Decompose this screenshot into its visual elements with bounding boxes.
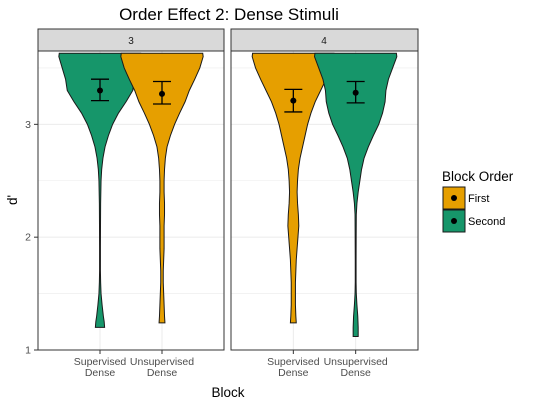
panel-border-3 [37,50,225,351]
violin-first [120,52,204,324]
y-tick-label: 2 [25,232,31,244]
mean-point [290,97,297,104]
x-tick-label-line: Supervised [74,356,127,368]
facet-panel-4: 4 [230,28,419,351]
y-axis-title: d' [5,195,20,205]
gridlines-panel-4 [231,51,418,351]
x-tick-label: Unsupervised Dense [324,356,388,379]
legend-key-point [451,218,457,224]
facet-strip-label-4: 4 [321,36,327,47]
legend-label-first: First [468,193,489,205]
x-tick-label-line: Unsupervised [130,356,194,368]
mean-point [97,87,103,94]
y-axis: 1 2 3 [25,119,38,357]
legend-label-second: Second [468,216,505,228]
legend-title: Block Order [442,169,514,184]
facet-panel-3: 3 [37,28,225,351]
x-tick-label-line: Dense [278,367,309,379]
x-tick-label-line: Unsupervised [324,356,388,368]
chart-title: Order Effect 2: Dense Stimuli [119,5,339,24]
x-tick-label-line: Dense [85,367,116,379]
x-axis-title: Block [211,385,244,400]
x-tick-label-line: Dense [340,367,371,379]
mean-point [159,90,165,97]
gridlines-panel-3 [38,51,224,351]
violin-first [251,52,335,324]
panel-border-4 [230,50,419,351]
x-tick-label: Supervised Dense [74,356,127,379]
violin-second [313,52,398,337]
mean-point [352,89,359,96]
x-tick-label-line: Dense [147,367,178,379]
x-tick-label-line: Supervised [267,356,320,368]
x-tick-label: Unsupervised Dense [130,356,194,379]
violins-panel-4 [251,52,398,337]
y-tick-label: 1 [25,345,31,357]
x-tick-label: Supervised Dense [267,356,320,379]
y-tick-label: 3 [25,119,31,131]
violin-second [58,52,142,328]
legend-key-point [451,195,457,201]
facet-strip-label-3: 3 [128,36,134,47]
violins-panel-3 [58,52,204,328]
legend: Block Order First Second [442,169,514,233]
